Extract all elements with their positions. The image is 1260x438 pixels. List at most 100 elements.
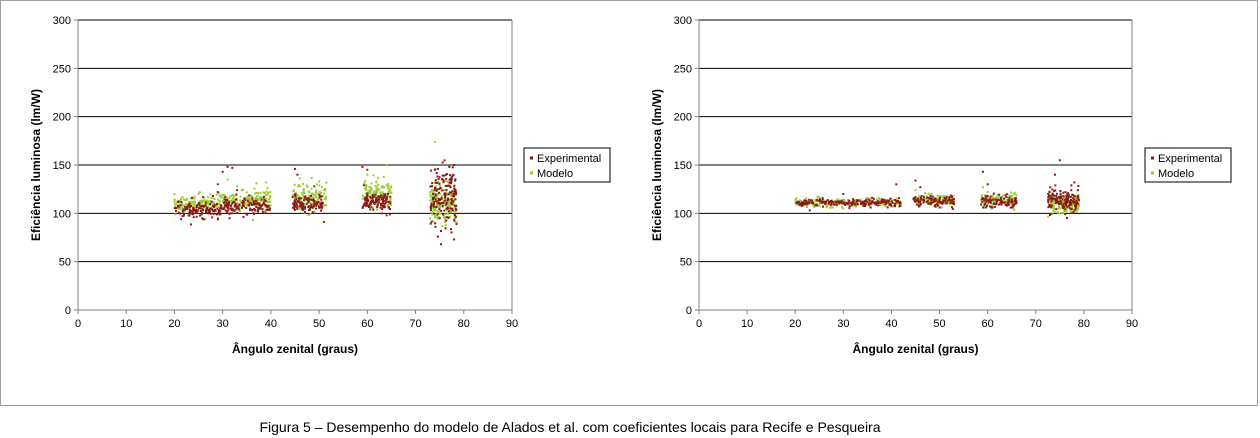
data-point [431,182,434,185]
data-point [239,210,241,212]
data-point [305,199,307,202]
data-point [434,225,437,228]
data-point [1056,211,1059,214]
data-point [213,204,216,207]
data-point [980,195,983,198]
data-point [1009,206,1012,209]
data-point [1071,205,1074,208]
data-point [226,206,229,209]
data-point [949,202,952,204]
data-point [307,199,310,202]
data-point [297,199,300,202]
data-point [937,201,940,203]
x-tick-label: 20 [168,318,180,330]
data-point [315,189,318,192]
data-point [432,220,435,223]
data-point [220,207,223,210]
data-point [830,201,833,204]
data-point [257,208,260,211]
data-point [239,199,242,202]
data-point [201,217,204,220]
data-point [1076,196,1079,199]
data-point [368,189,371,192]
x-tick-label: 90 [506,318,518,330]
data-point [1077,195,1080,198]
data-point [827,202,830,205]
data-point [431,196,434,199]
data-point [201,199,204,202]
data-point [818,202,821,205]
data-point [297,201,300,204]
data-point [179,204,182,207]
data-point [431,194,434,197]
data-point [952,198,955,201]
data-point [982,201,985,203]
data-point [386,182,389,185]
data-point [309,194,312,197]
data-point [1004,203,1007,206]
data-point [1070,203,1073,206]
data-point [948,199,951,202]
data-point [201,205,204,207]
data-point [226,178,229,181]
data-point [299,199,302,202]
data-point [187,214,189,217]
y-tick-label: 250 [674,63,692,75]
data-point [375,197,378,199]
data-point [991,206,994,209]
x-tick-label: 40 [885,318,897,330]
data-point [437,178,440,181]
data-point [437,217,440,220]
data-point [311,192,314,195]
data-point [1047,198,1050,201]
data-point [846,203,849,206]
data-point [1052,202,1054,205]
data-point [219,196,222,199]
data-point [228,217,231,220]
data-point [1006,193,1009,196]
data-point [436,204,439,207]
data-point [307,209,310,211]
data-point [316,201,319,204]
data-point [443,199,446,202]
data-point [388,201,391,204]
data-point [311,204,313,207]
data-point [234,204,237,206]
data-point [882,203,885,206]
data-point [377,177,380,180]
data-point [185,204,188,207]
data-point [931,198,934,201]
data-point [242,215,245,218]
data-point [887,201,890,204]
data-point [798,199,801,202]
data-point [435,197,438,200]
data-point [377,201,380,204]
data-point [299,185,301,188]
data-point [808,201,811,204]
data-point [996,193,999,196]
data-point [173,201,176,204]
data-point [382,195,385,198]
data-point [1072,210,1075,213]
data-point [862,205,865,207]
data-point [378,188,381,191]
data-point [198,204,201,207]
data-point [430,202,433,205]
data-point [242,200,245,202]
data-point [877,204,880,207]
data-point [453,219,456,222]
data-point [801,204,804,207]
data-point [434,186,437,189]
data-point [298,177,301,180]
data-point [310,206,312,209]
data-point [208,200,211,202]
data-point [219,207,222,210]
x-tick-label: 10 [741,318,753,330]
data-point [1073,198,1076,201]
data-point [219,204,222,207]
data-point [1059,193,1062,195]
data-point [210,196,213,199]
data-point [919,196,922,199]
data-point [190,202,193,205]
data-point [818,204,821,207]
